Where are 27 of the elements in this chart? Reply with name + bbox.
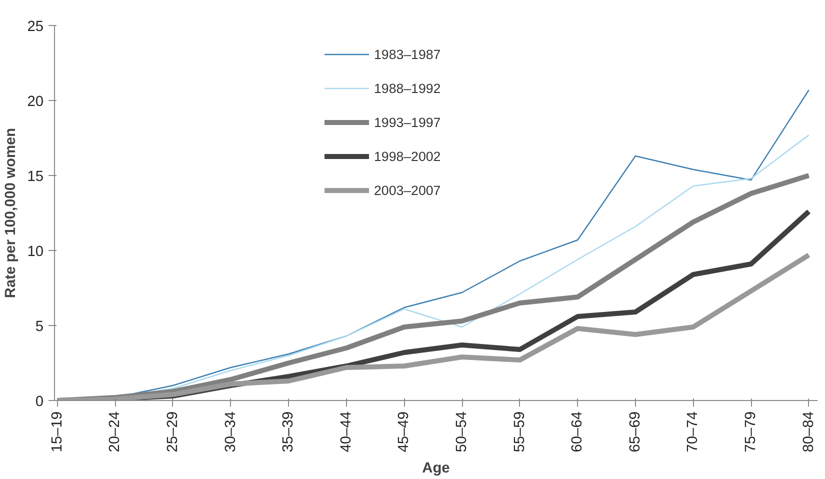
y-tick-label: 20 xyxy=(27,94,44,110)
x-tick-label: 55–59 xyxy=(512,411,528,452)
x-tick-label: 25–29 xyxy=(164,411,181,452)
x-tick-label: 45–49 xyxy=(396,411,412,452)
x-tick-label: 20–24 xyxy=(107,411,124,452)
x-tick-label: 15–19 xyxy=(49,411,66,452)
x-tick-label: 65–69 xyxy=(627,411,644,452)
legend-label: 2003–2007 xyxy=(374,182,441,198)
x-tick-label: 70–74 xyxy=(685,411,702,452)
x-tick-label: 40–44 xyxy=(338,411,354,452)
x-tick-label: 35–39 xyxy=(280,411,297,452)
y-axis-title: Rate per 100,000 women xyxy=(3,128,20,298)
legend-label: 1983–1987 xyxy=(374,46,441,62)
y-tick-label: 5 xyxy=(35,319,44,335)
x-tick-label: 50–54 xyxy=(454,411,470,452)
x-tick-label: 80–84 xyxy=(800,411,817,452)
x-tick-label: 60–64 xyxy=(570,411,586,452)
y-tick-label: 10 xyxy=(27,244,44,260)
y-tick-label: 0 xyxy=(35,394,44,410)
legend-label: 1993–1997 xyxy=(374,114,441,130)
legend-label: 1988–1992 xyxy=(374,80,441,96)
x-tick-label: 30–34 xyxy=(222,411,239,452)
x-tick-label: 75–79 xyxy=(743,411,760,452)
legend-label: 1998–2002 xyxy=(374,148,441,164)
x-axis-title: Age xyxy=(422,460,450,476)
y-tick-label: 15 xyxy=(27,169,44,185)
y-tick-label: 25 xyxy=(27,19,44,35)
